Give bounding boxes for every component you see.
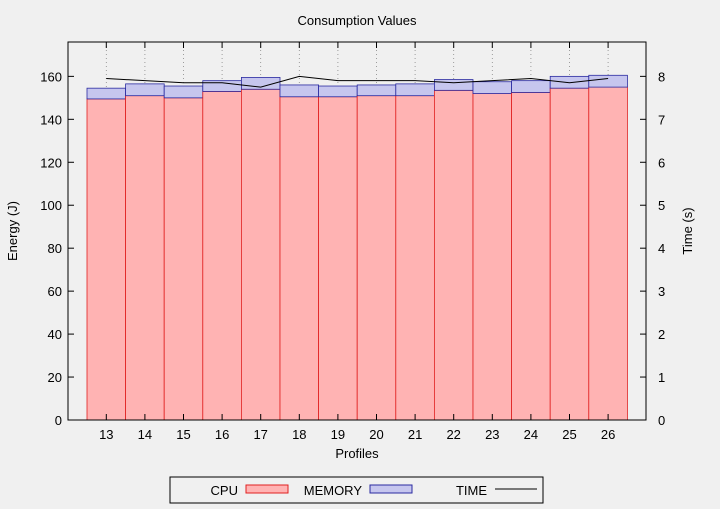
- legend-label-cpu: CPU: [211, 483, 238, 498]
- bar-cpu: [472, 93, 512, 421]
- y2-tick-label: 1: [658, 370, 665, 385]
- bar-cpu: [433, 89, 474, 421]
- bar-cpu: [240, 88, 281, 421]
- y2-tick-label: 4: [658, 241, 665, 256]
- x-axis-label: Profiles: [335, 446, 379, 461]
- bar-memory: [433, 79, 474, 91]
- legend: CPU MEMORY TIME: [169, 476, 544, 504]
- y2-tick-label: 3: [658, 284, 665, 299]
- plot-frame: [67, 41, 647, 421]
- bar-memory: [163, 85, 204, 99]
- y2-axis-label: Time (s): [680, 207, 695, 254]
- bar-memory: [588, 74, 628, 88]
- bar-memory: [318, 85, 358, 98]
- bar-cpu: [86, 98, 126, 421]
- y-tick-label: 160: [40, 69, 62, 84]
- x-tick-label: 23: [485, 427, 499, 442]
- bar-cpu: [318, 96, 358, 421]
- bar-cpu: [163, 97, 204, 421]
- bar-cpu: [125, 95, 165, 421]
- y2-tick-label: 0: [658, 413, 665, 428]
- y-tick-label: 140: [40, 112, 62, 127]
- y-tick-label: 60: [48, 284, 62, 299]
- y2-axis-ticks: 0 1 2 3 4 5 6 7 8: [640, 69, 665, 428]
- y2-tick-label: 6: [658, 155, 665, 170]
- x-tick-label: 22: [446, 427, 460, 442]
- x-tick-label: 19: [331, 427, 345, 442]
- x-tick-label: 21: [408, 427, 422, 442]
- y-axis-label: Energy (J): [5, 201, 20, 261]
- legend-box: [169, 476, 544, 504]
- x-tick-label: 25: [562, 427, 576, 442]
- x-axis-ticks: 13 14 15 16 17 18 19 20 21 22 23 24 25 26: [99, 42, 615, 442]
- chart-title: Consumption Values: [298, 13, 417, 28]
- y2-tick-label: 7: [658, 112, 665, 127]
- bar-memory: [240, 77, 281, 90]
- bar-cpu: [356, 95, 397, 421]
- y-axis-ticks: 0 20 40 60 80 100 120 140 160: [40, 69, 74, 428]
- bar-cpu: [588, 86, 628, 421]
- y-tick-label: 20: [48, 370, 62, 385]
- x-tick-label: 24: [524, 427, 538, 442]
- y-tick-label: 80: [48, 241, 62, 256]
- bar-cpu: [511, 92, 551, 421]
- bar-memory: [395, 83, 435, 97]
- time-line: [106, 75, 609, 88]
- x-tick-label: 13: [99, 427, 113, 442]
- x-tick-label: 26: [601, 427, 615, 442]
- y2-tick-label: 5: [658, 198, 665, 213]
- x-tick-label: 17: [253, 427, 267, 442]
- x-tick-label: 16: [215, 427, 229, 442]
- bar-cpu: [279, 96, 319, 421]
- bar-memory: [549, 75, 590, 89]
- legend-swatch-memory: [369, 484, 413, 494]
- bar-cpu: [395, 95, 435, 421]
- legend-swatch-cpu: [245, 484, 289, 494]
- bar-memory: [472, 81, 512, 94]
- bar-memory: [125, 83, 165, 97]
- bar-memory: [202, 80, 242, 92]
- y-tick-label: 100: [40, 198, 62, 213]
- y-tick-label: 0: [55, 413, 62, 428]
- x-tick-label: 18: [292, 427, 306, 442]
- y-tick-label: 120: [40, 155, 62, 170]
- x-tick-label: 15: [176, 427, 190, 442]
- bar-memory: [86, 87, 126, 100]
- y2-tick-label: 8: [658, 69, 665, 84]
- bars: [86, 74, 628, 421]
- bar-memory: [279, 84, 319, 98]
- x-tick-label: 14: [138, 427, 152, 442]
- y2-tick-label: 2: [658, 327, 665, 342]
- x-tick-label: 20: [369, 427, 383, 442]
- bar-memory: [511, 80, 551, 93]
- time-line-layer: [106, 75, 609, 88]
- y-tick-label: 40: [48, 327, 62, 342]
- legend-label-memory: MEMORY: [304, 483, 363, 498]
- bar-cpu: [202, 90, 242, 421]
- bar-memory: [356, 84, 397, 97]
- legend-label-time: TIME: [456, 483, 487, 498]
- bar-cpu: [549, 87, 590, 421]
